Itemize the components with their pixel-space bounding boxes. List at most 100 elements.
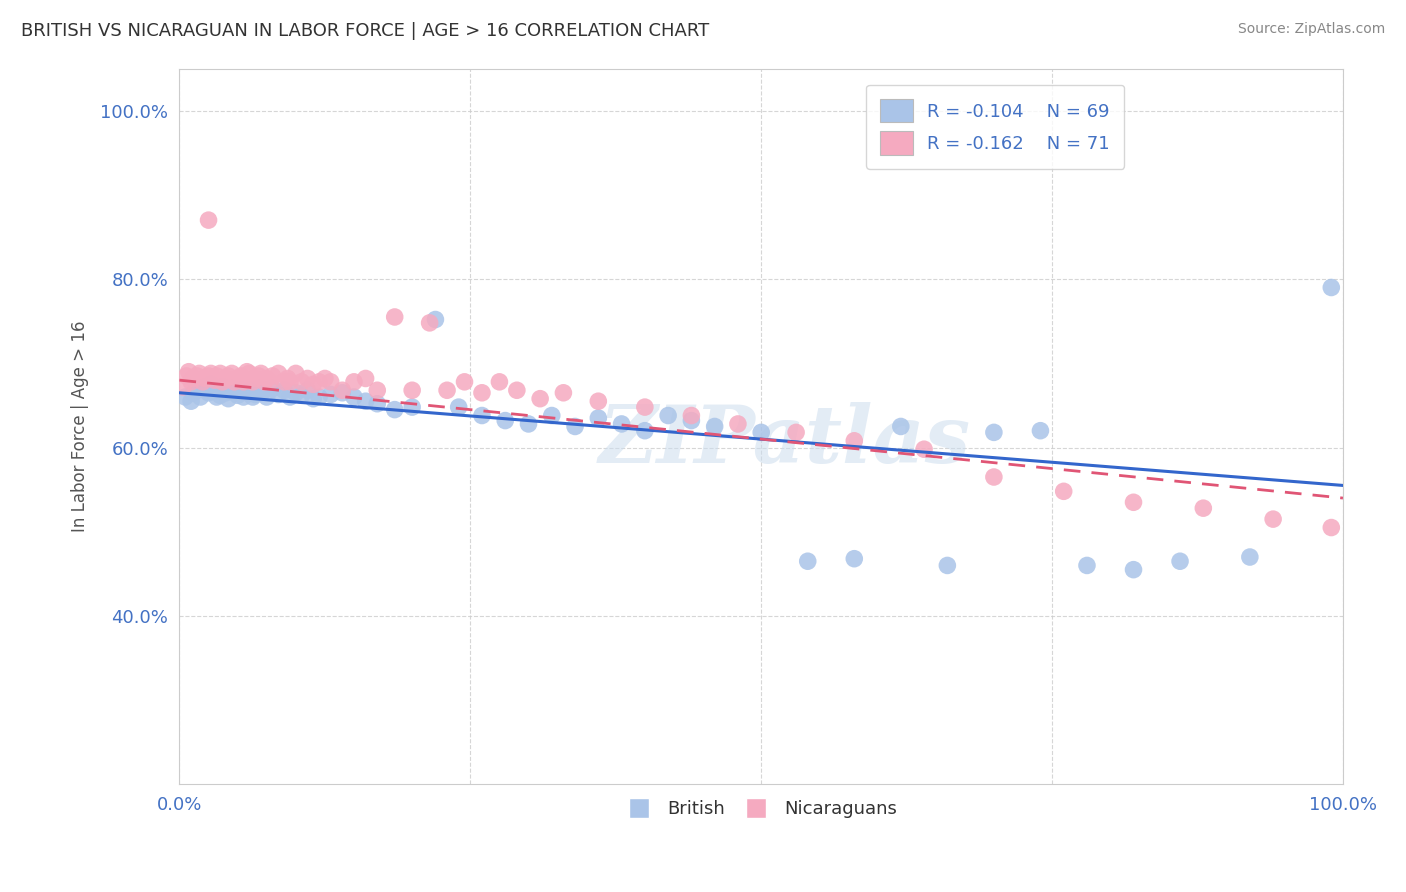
Point <box>302 377 325 392</box>
Point <box>197 385 219 400</box>
Y-axis label: In Labor Force | Age > 16: In Labor Force | Age > 16 <box>72 321 89 533</box>
Point <box>238 367 260 381</box>
Point <box>188 367 211 381</box>
Point <box>912 442 935 457</box>
Point <box>291 375 314 389</box>
Point <box>588 394 610 409</box>
Point <box>197 368 219 383</box>
Point <box>343 390 366 404</box>
Point <box>1053 484 1076 499</box>
Point <box>681 414 703 428</box>
Point <box>211 380 233 394</box>
Point <box>224 384 246 398</box>
Point <box>190 390 212 404</box>
Point <box>297 384 319 398</box>
Point <box>703 419 725 434</box>
Point <box>1122 495 1144 509</box>
Point <box>319 387 342 401</box>
Point <box>242 390 264 404</box>
Point <box>180 375 202 389</box>
Point <box>553 385 575 400</box>
Point <box>401 400 423 414</box>
Point <box>194 371 217 385</box>
Point <box>384 402 406 417</box>
Point <box>343 375 366 389</box>
Point <box>314 371 336 385</box>
Point <box>224 375 246 389</box>
Point <box>262 382 284 396</box>
Point <box>610 417 633 431</box>
Point <box>936 558 959 573</box>
Point <box>297 371 319 385</box>
Point <box>453 375 475 389</box>
Point <box>243 371 266 385</box>
Point <box>183 385 205 400</box>
Point <box>657 409 679 423</box>
Legend: British, Nicaraguans: British, Nicaraguans <box>619 793 904 825</box>
Point <box>238 384 260 398</box>
Point <box>354 371 377 385</box>
Point <box>447 400 470 414</box>
Point <box>419 316 441 330</box>
Point <box>250 385 273 400</box>
Point <box>180 394 202 409</box>
Point <box>215 385 238 400</box>
Point <box>436 384 458 398</box>
Point <box>226 388 249 402</box>
Point <box>236 385 259 400</box>
Point <box>221 382 243 396</box>
Point <box>1192 501 1215 516</box>
Point <box>302 392 325 406</box>
Point <box>291 388 314 402</box>
Point <box>217 392 239 406</box>
Point <box>183 371 205 385</box>
Point <box>273 375 295 389</box>
Point <box>226 371 249 385</box>
Point <box>634 424 657 438</box>
Point <box>209 388 232 402</box>
Point <box>253 375 276 389</box>
Point <box>1168 554 1191 568</box>
Point <box>243 387 266 401</box>
Point <box>844 434 866 448</box>
Point <box>529 392 551 406</box>
Point <box>232 390 254 404</box>
Point <box>401 384 423 398</box>
Point <box>634 400 657 414</box>
Point <box>273 384 295 398</box>
Point <box>1320 520 1343 534</box>
Point <box>319 375 342 389</box>
Point <box>681 409 703 423</box>
Point <box>247 368 270 383</box>
Point <box>186 368 208 383</box>
Point <box>588 411 610 425</box>
Point <box>488 375 510 389</box>
Point <box>540 409 562 423</box>
Point <box>174 390 197 404</box>
Point <box>217 368 239 383</box>
Point <box>983 425 1005 440</box>
Point <box>242 375 264 389</box>
Point <box>727 417 749 431</box>
Point <box>366 397 388 411</box>
Point <box>256 390 278 404</box>
Point <box>250 367 273 381</box>
Point <box>186 384 208 398</box>
Point <box>284 367 307 381</box>
Point <box>229 368 252 383</box>
Point <box>1029 424 1052 438</box>
Point <box>517 417 540 431</box>
Point <box>253 384 276 398</box>
Text: ZIPatlas: ZIPatlas <box>599 402 970 480</box>
Point <box>384 310 406 324</box>
Point <box>366 384 388 398</box>
Point <box>983 470 1005 484</box>
Point <box>176 368 198 383</box>
Point <box>308 375 330 389</box>
Point <box>205 368 228 383</box>
Point <box>209 367 232 381</box>
Point <box>354 394 377 409</box>
Point <box>277 371 299 385</box>
Point <box>211 375 233 389</box>
Point <box>200 367 222 381</box>
